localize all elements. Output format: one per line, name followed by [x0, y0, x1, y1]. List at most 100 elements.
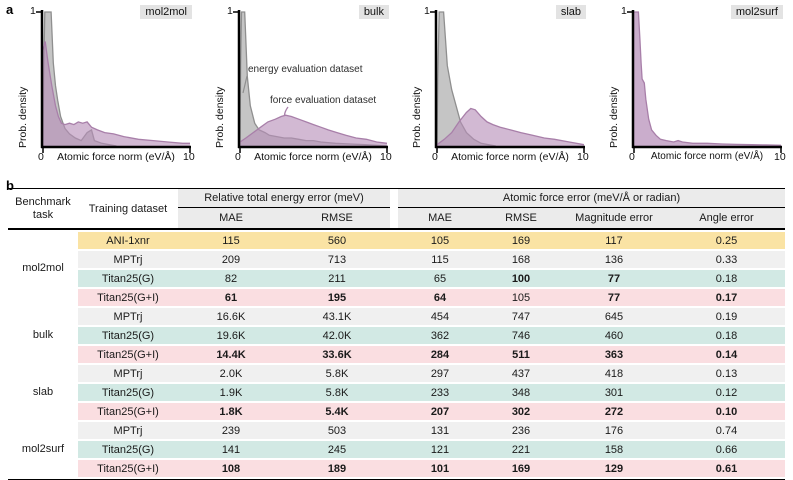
- value-cell: 284: [430, 348, 450, 361]
- annotation-force-dataset: force evaluation dataset: [270, 95, 376, 106]
- benchmark-task-label: mol2mol: [22, 262, 64, 274]
- value-cell: 297: [430, 367, 450, 380]
- value-cell: 105: [430, 234, 450, 247]
- x-tick-label-0: 0: [629, 151, 635, 163]
- training-dataset-cell: Titan25(G): [101, 272, 155, 285]
- value-cell: 511: [512, 348, 530, 361]
- value-cell: 645: [604, 310, 624, 323]
- x-axis-label: Atomic force norm (eV/Å): [57, 151, 175, 163]
- value-cell: 0.18: [715, 272, 738, 285]
- annotation-energy-dataset: energy evaluation dataset: [248, 64, 363, 75]
- training-dataset-cell: Titan25(G+I): [97, 405, 159, 418]
- table-row: Titan25(G) 1.9K 5.8K 233 348 301 0.12: [78, 384, 785, 401]
- y-tick-label: 1: [227, 5, 233, 17]
- value-cell: 209: [221, 253, 241, 266]
- table-row: Titan25(G) 19.6K 42.0K 362 746 460 0.18: [78, 327, 785, 344]
- x-axis-label: Atomic force norm (eV/Å): [254, 151, 372, 163]
- task-group-mol2surf: mol2surf MPTrj 239 503 131 236 176 0.74 Titan25(…: [8, 420, 785, 477]
- value-cell: 42.0K: [322, 329, 352, 342]
- value-cell: 454: [430, 310, 450, 323]
- value-cell: 0.61: [715, 462, 738, 475]
- value-cell: 0.10: [715, 405, 738, 418]
- x-tick-label-10: 10: [774, 151, 786, 163]
- value-cell: 418: [604, 367, 624, 380]
- value-cell: 169: [511, 462, 531, 475]
- training-dataset-cell: MPTrj: [113, 367, 143, 380]
- benchmark-task-label: bulk: [32, 328, 54, 341]
- table-row: Titan25(G+I) 61 195 64 105 77 0.17: [78, 289, 785, 306]
- y-tick-label: 1: [621, 5, 627, 17]
- training-dataset-cell: Titan25(G+I): [97, 291, 159, 304]
- value-cell: 108: [221, 462, 241, 475]
- density-plot-row: 1 Prob. density 0 Atomic force norm (eV/…: [4, 0, 793, 180]
- plot-canvas: [627, 10, 782, 153]
- plot-canvas: [36, 10, 191, 153]
- plot-title-chip: bulk: [358, 5, 389, 19]
- value-cell: 713: [327, 253, 347, 266]
- task-group-slab: slab MPTrj 2.0K 5.8K 297 437 418 0.13 Titan25(G)…: [8, 363, 785, 420]
- value-cell: 131: [430, 424, 450, 437]
- density-outline: [239, 114, 388, 144]
- training-dataset-cell: MPTrj: [113, 310, 143, 323]
- value-cell: 77: [607, 291, 621, 304]
- value-cell: 64: [433, 291, 447, 304]
- density-area-force: [240, 115, 387, 146]
- value-cell: 0.25: [715, 234, 738, 247]
- density-outline: [436, 107, 585, 146]
- x-axis-label: Atomic force norm (eV/Å): [451, 151, 569, 163]
- value-cell: 141: [221, 443, 241, 456]
- header-gap: [390, 208, 398, 228]
- value-cell: 136: [604, 253, 624, 266]
- y-tick-label: 1: [424, 5, 430, 17]
- density-outline: [42, 41, 190, 144]
- training-dataset-cell: Titan25(G+I): [97, 462, 159, 475]
- annotation-leader-energy: [242, 75, 248, 94]
- value-cell: 169: [511, 234, 531, 247]
- value-cell: 0.14: [715, 348, 738, 361]
- value-cell: 121: [430, 443, 450, 456]
- value-cell: 0.17: [715, 291, 738, 304]
- table-header: Benchmark task Training dataset Relative…: [8, 189, 785, 230]
- density-area-energy: [437, 12, 496, 146]
- table-row: MPTrj 2.0K 5.8K 297 437 418 0.13: [78, 365, 785, 382]
- x-tick-label-0: 0: [38, 151, 44, 163]
- value-cell: 0.74: [715, 424, 738, 437]
- value-cell: 115: [222, 234, 240, 247]
- x-axis-label: Atomic force norm (eV/Å): [650, 151, 764, 162]
- value-cell: 245: [327, 443, 347, 456]
- plot-title-chip: mol2mol: [140, 5, 192, 19]
- value-cell: 233: [430, 386, 450, 399]
- value-cell: 363: [604, 348, 624, 361]
- plot-canvas: [430, 10, 585, 153]
- group-header-force-error: Atomic force error (meV/Å or radian): [398, 189, 785, 208]
- table-row: Titan25(G+I) 108 189 101 169 129 0.61: [78, 460, 785, 477]
- value-cell: 176: [604, 424, 624, 437]
- value-cell: 0.66: [715, 443, 738, 456]
- x-tick-label-10: 10: [183, 151, 195, 163]
- value-cell: 105: [511, 291, 531, 304]
- value-cell: 16.6K: [216, 310, 246, 323]
- value-cell: 0.18: [715, 329, 738, 342]
- plot-mol2mol: 1 Prob. density 0 Atomic force norm (eV/…: [4, 0, 201, 178]
- benchmark-task-label: mol2surf: [21, 442, 65, 455]
- task-group-bulk: bulk MPTrj 16.6K 43.1K 454 747 645 0.19 Titan25(…: [8, 306, 785, 363]
- training-dataset-cell: Titan25(G+I): [97, 348, 159, 361]
- table-row: Titan25(G+I) 1.8K 5.4K 207 302 272 0.10: [78, 403, 785, 420]
- value-cell: 14.4K: [216, 348, 246, 361]
- value-cell: 0.19: [715, 310, 738, 323]
- table-body: mol2mol ANI-1xnr 115 560 105 169 117 0.25 MPTrj 2…: [8, 230, 785, 479]
- value-cell: 19.6K: [216, 329, 246, 342]
- value-cell: 239: [221, 424, 241, 437]
- plot-title-chip: mol2surf: [730, 5, 783, 19]
- value-cell: 272: [604, 405, 624, 418]
- value-cell: 0.12: [715, 386, 738, 399]
- value-cell: 207: [430, 405, 450, 418]
- value-cell: 115: [431, 253, 449, 266]
- column-header-training-dataset: Training dataset: [88, 202, 168, 215]
- value-cell: 82: [224, 272, 238, 285]
- y-axis-label: Prob. density: [214, 86, 226, 148]
- value-cell: 1.9K: [219, 386, 243, 399]
- y-axis-label: Prob. density: [17, 86, 29, 148]
- density-outline: [634, 11, 782, 146]
